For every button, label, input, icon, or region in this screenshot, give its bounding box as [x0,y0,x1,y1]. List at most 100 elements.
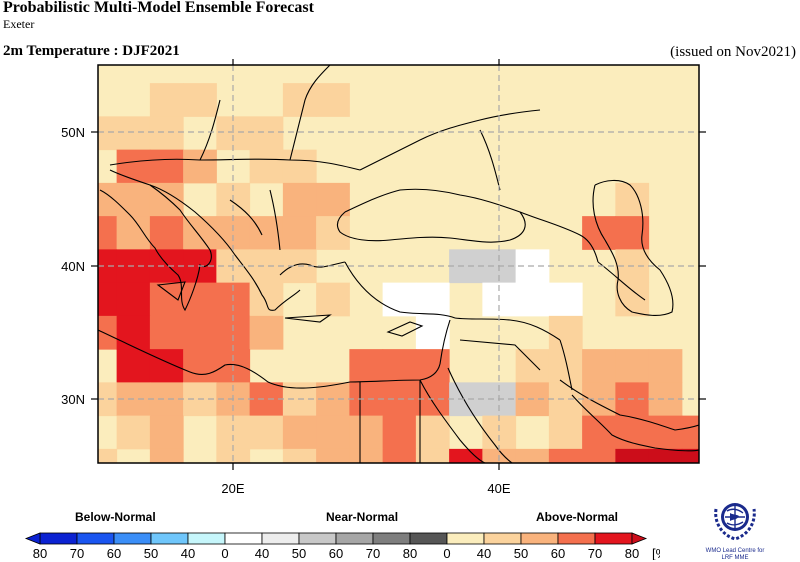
grid-cell [582,216,616,250]
grid-cell [116,282,151,317]
grid-cell [548,415,583,450]
legend-category-near: Near-Normal [326,510,399,524]
grid-cell [116,182,151,217]
grid-cell [415,349,450,383]
wmo-caption-line1: WMO Lead Centre for [705,548,765,554]
grid-cell [183,349,217,383]
colorbar-tick-label: 40 [255,546,269,560]
colorbar-tick-label: 70 [70,546,84,560]
grid-cell [98,448,118,463]
grid-cell [449,448,483,463]
grid-cell [283,482,317,505]
grid-cell [216,116,251,151]
colorbar-tick-label: 60 [329,546,343,560]
grid-cell [116,315,151,350]
colorbar-left-arrow [24,532,41,545]
map-frame [97,64,700,464]
wmo-emblem-icon [714,503,756,541]
grid-cell [649,482,683,505]
grid-cell [98,282,118,317]
grid-cell [382,448,417,463]
colorbar-swatch [557,532,596,545]
coastline-red-sea-west [419,379,486,463]
border-central-europe [109,158,361,171]
grid-cell [98,382,118,417]
grid-cell [548,282,583,317]
colorbar-swatch [298,532,337,545]
issued-date: (issued on Nov2021) [670,44,796,60]
grid-cell [316,482,350,505]
border-romania-bulgaria [269,189,281,251]
colorbar-tick-label: 60 [551,546,565,560]
colorbar-swatch [446,532,485,545]
grid-cell [582,448,616,463]
grid-cell [648,415,683,450]
grid-cell [349,349,384,383]
grid-cell [149,349,184,383]
coastline-balkans [149,184,301,311]
coastline-persian-gulf-north [559,379,699,431]
grid-cell [282,83,317,117]
grid-cell [98,249,118,284]
wmo-logo: WMO Lead Centre for LRF MME [700,495,770,561]
grid-cell [648,382,683,417]
axis-ticks [91,59,706,470]
border-caucasus [519,211,599,263]
colorbar-swatch [335,532,374,545]
colorbar-tick-label: 40 [477,546,491,560]
grid-cell [515,282,550,317]
border-jordan-iraq [459,339,541,371]
grid-cell [149,448,184,463]
grid-cell [415,315,450,350]
coastline-persian-gulf-south [571,394,699,452]
colorbar-swatch [261,532,300,545]
grid-cell [349,382,384,417]
grid-cell [316,448,350,463]
grid-cell [449,482,483,505]
colorbar-swatch [113,532,152,545]
grid-cell [615,415,650,450]
forecast-title: Probabilistic Multi-Model Ensemble Forec… [3,0,314,16]
grid-cell [548,315,583,350]
colorbar-right-arrow [631,532,648,545]
grid-cell [681,448,699,463]
grid-cell [282,182,317,217]
colorbar-tick-label: 70 [366,546,380,560]
grid-cell [282,415,317,450]
lat-label-30n: 30N [61,392,85,407]
grid-cell [216,315,251,350]
grid-cell [615,482,649,505]
grid-cell [582,415,616,450]
colorbar-unit: [%] [652,546,660,560]
grid-cell [415,282,450,317]
lat-label-50n: 50N [61,125,85,140]
grid-cell [149,83,184,117]
grid-cell [183,482,217,505]
colorbar: 80 70 60 50 40 0 40 50 60 70 80 0 40 50 60 70 80 [%] [24,532,660,560]
border-poland-east [289,65,331,161]
colorbar-swatch [150,532,189,545]
colorbar-swatch [39,532,78,545]
grid-cell [316,216,350,250]
border-ukraine-north [359,109,541,171]
grid-cell [183,315,217,350]
colorbar-tick-label: 80 [625,546,639,560]
forecast-centre: Exeter [3,17,35,31]
grid-cell [681,415,699,450]
colorbar-swatch [520,532,559,545]
grid-cell [316,282,350,317]
coastline-cyprus [386,321,424,337]
border-turkey-syria [454,317,561,341]
grid-cell [548,349,583,383]
grid-cell [249,116,284,151]
grid-cell [549,482,583,505]
grid-cell [149,315,184,350]
grid-cell [449,249,483,284]
grid-cell [316,415,350,450]
grid-cell [249,382,284,417]
grid-cell [515,448,550,463]
legend-category-above: Above-Normal [536,510,619,524]
border-iran-north [597,261,646,301]
variable-season-label: 2m Temperature : DJF2021 [3,43,180,59]
lon-label-20e: 20E [221,481,244,496]
